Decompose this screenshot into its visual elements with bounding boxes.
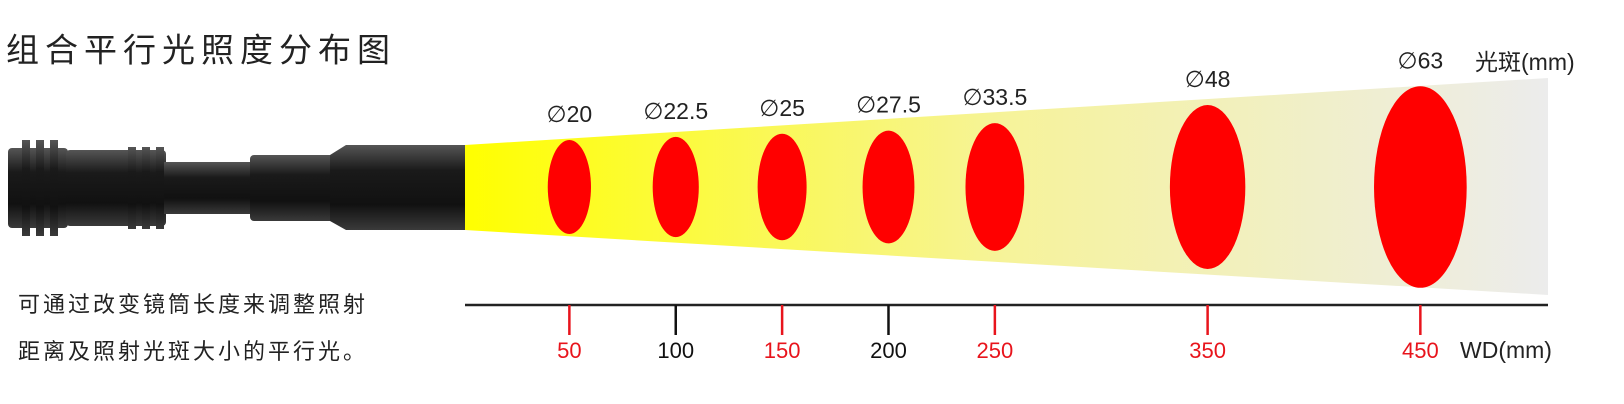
x-axis-label: WD(mm) — [1460, 337, 1552, 363]
annotation: 距离及照射光斑大小的平行光。 — [18, 340, 368, 365]
value-label: ∅25 — [759, 95, 805, 121]
lamp — [8, 140, 465, 236]
value-label: ∅27.5 — [856, 92, 921, 118]
y-axis-label: 光斑(mm) — [1475, 49, 1575, 75]
x-tick-label: 150 — [764, 338, 801, 363]
light-spot — [862, 130, 915, 244]
x-tick-label: 200 — [870, 338, 907, 363]
light-spot — [652, 136, 699, 238]
value-label: ∅63 — [1398, 47, 1444, 73]
x-tick-label: 450 — [1402, 338, 1439, 363]
x-tick-label: 250 — [977, 338, 1014, 363]
value-label: ∅20 — [547, 101, 593, 127]
annotation: 可通过改变镜筒长度来调整照射 — [18, 293, 368, 318]
x-tick-label: 350 — [1189, 338, 1226, 363]
x-tick-label: 50 — [557, 338, 581, 363]
light-spot — [965, 123, 1025, 251]
value-label: ∅48 — [1185, 66, 1231, 92]
light-spot — [1374, 86, 1467, 288]
value-label: ∅22.5 — [643, 98, 708, 124]
light-spot — [1169, 105, 1246, 269]
x-tick-label: 100 — [657, 338, 694, 363]
chart-title: 组合平行光照度分布图 — [6, 31, 396, 70]
light-spot — [757, 133, 807, 241]
value-label: ∅33.5 — [962, 84, 1027, 110]
light-spot — [547, 140, 591, 234]
